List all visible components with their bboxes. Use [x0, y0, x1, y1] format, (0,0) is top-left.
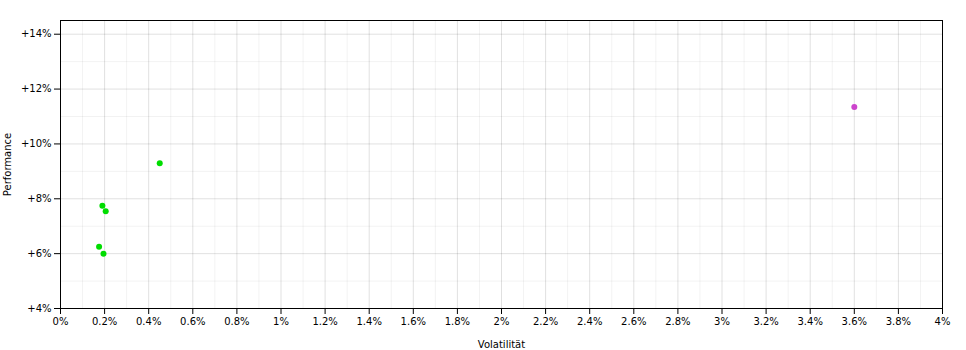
svg-text:0.2%: 0.2% [92, 316, 117, 327]
svg-text:+6%: +6% [27, 248, 51, 259]
svg-text:0.4%: 0.4% [136, 316, 161, 327]
svg-text:2.2%: 2.2% [533, 316, 558, 327]
svg-text:1.2%: 1.2% [312, 316, 337, 327]
svg-text:4%: 4% [935, 316, 951, 327]
svg-text:1.4%: 1.4% [356, 316, 381, 327]
svg-text:0.6%: 0.6% [180, 316, 205, 327]
svg-text:0.8%: 0.8% [224, 316, 249, 327]
svg-text:2.8%: 2.8% [665, 316, 690, 327]
svg-text:2.6%: 2.6% [621, 316, 646, 327]
svg-text:2.4%: 2.4% [577, 316, 602, 327]
svg-text:3.8%: 3.8% [886, 316, 911, 327]
svg-text:Volatilität: Volatilität [478, 339, 525, 350]
svg-text:1.8%: 1.8% [445, 316, 470, 327]
svg-text:3.2%: 3.2% [753, 316, 778, 327]
svg-text:3.4%: 3.4% [797, 316, 822, 327]
svg-text:+8%: +8% [27, 193, 51, 204]
svg-text:+12%: +12% [21, 83, 52, 94]
svg-text:3%: 3% [714, 316, 730, 327]
svg-text:+10%: +10% [21, 138, 52, 149]
svg-text:0%: 0% [53, 316, 69, 327]
svg-text:Performance: Performance [2, 133, 13, 196]
svg-text:1.6%: 1.6% [401, 316, 426, 327]
svg-text:+4%: +4% [27, 303, 51, 314]
svg-text:3.6%: 3.6% [842, 316, 867, 327]
svg-text:+14%: +14% [21, 28, 52, 39]
svg-text:1%: 1% [273, 316, 289, 327]
svg-text:2%: 2% [494, 316, 510, 327]
